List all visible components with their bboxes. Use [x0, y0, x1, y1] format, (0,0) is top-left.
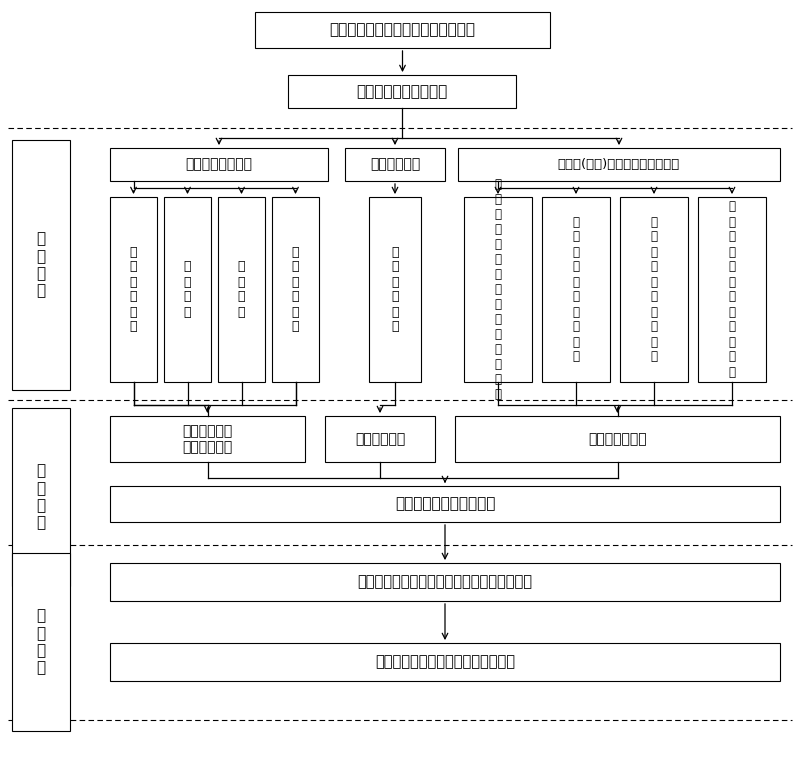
- Text: 储
层
裂
缝
分
布: 储 层 裂 缝 分 布: [292, 245, 299, 333]
- Bar: [698, 197, 766, 382]
- Bar: [455, 416, 780, 462]
- Text: 构
造
精
细
研
究: 构 造 精 细 研 究: [391, 245, 398, 333]
- Bar: [12, 140, 70, 390]
- Text: 储层特征资料分析: 储层特征资料分析: [186, 158, 253, 172]
- Bar: [110, 486, 780, 522]
- Text: 储层三维模型
裂缝三维模型: 储层三维模型 裂缝三维模型: [182, 424, 233, 454]
- Text: 构造三维模型: 构造三维模型: [355, 432, 405, 446]
- Bar: [325, 416, 435, 462]
- Bar: [458, 148, 780, 181]
- Bar: [110, 563, 780, 601]
- Bar: [110, 643, 780, 681]
- Bar: [288, 75, 516, 108]
- Text: 充注后油藏二氧化碳饱和度年变化量: 充注后油藏二氧化碳饱和度年变化量: [375, 654, 515, 669]
- Text: 资
料
分
析: 资 料 分 析: [37, 231, 46, 299]
- Text: 三
维
建
模: 三 维 建 模: [37, 463, 46, 531]
- Bar: [12, 553, 70, 731]
- Text: 二氧化碳地质封存机理和充注方式研究与模拟: 二氧化碳地质封存机理和充注方式研究与模拟: [358, 574, 533, 590]
- Text: 二氧化碳地质埋存机理研和评价体系: 二氧化碳地质埋存机理研和评价体系: [330, 22, 475, 38]
- Text: 岩
心
相
和
岩
心
资
料
研
究: 岩 心 相 和 岩 心 资 料 研 究: [650, 215, 658, 364]
- Bar: [272, 197, 319, 382]
- Text: 构造资料分析: 构造资料分析: [370, 158, 420, 172]
- Text: 沉积相三维模型: 沉积相三维模型: [588, 432, 647, 446]
- Bar: [12, 408, 70, 586]
- Text: 储
层
非
均
质
性: 储 层 非 均 质 性: [130, 245, 138, 333]
- Bar: [110, 197, 157, 382]
- Bar: [255, 12, 550, 48]
- Bar: [164, 197, 211, 382]
- Text: 数
学
模
拟: 数 学 模 拟: [37, 608, 46, 676]
- Bar: [369, 197, 421, 382]
- Bar: [542, 197, 610, 382]
- Bar: [110, 148, 328, 181]
- Text: 流
体
性
质: 流 体 性 质: [184, 260, 191, 319]
- Text: 储
层
物
性: 储 层 物 性: [238, 260, 246, 319]
- Text: 沉积相(微相)与地层划分资料分析: 沉积相(微相)与地层划分资料分析: [558, 158, 680, 171]
- Bar: [345, 148, 445, 181]
- Bar: [464, 197, 532, 382]
- Text: 沉
积
背
景
沉
积
体
系
研
究: 沉 积 背 景 沉 积 体 系 研 究: [573, 215, 579, 364]
- Text: 研
究
区
高
分
辨
率
层
序
地
层
资
料
研
究: 研 究 区 高 分 辨 率 层 序 地 层 资 料 研 究: [494, 178, 502, 401]
- Bar: [110, 416, 305, 462]
- Text: 盆地地质埋存潜力评估: 盆地地质埋存潜力评估: [356, 84, 448, 99]
- Bar: [218, 197, 265, 382]
- Text: 研究区三维精细地质模型: 研究区三维精细地质模型: [395, 496, 495, 512]
- Text: 测
井
相
和
测
井
层
序
模
式
研
究: 测 井 相 和 测 井 层 序 模 式 研 究: [729, 201, 735, 378]
- Bar: [620, 197, 688, 382]
